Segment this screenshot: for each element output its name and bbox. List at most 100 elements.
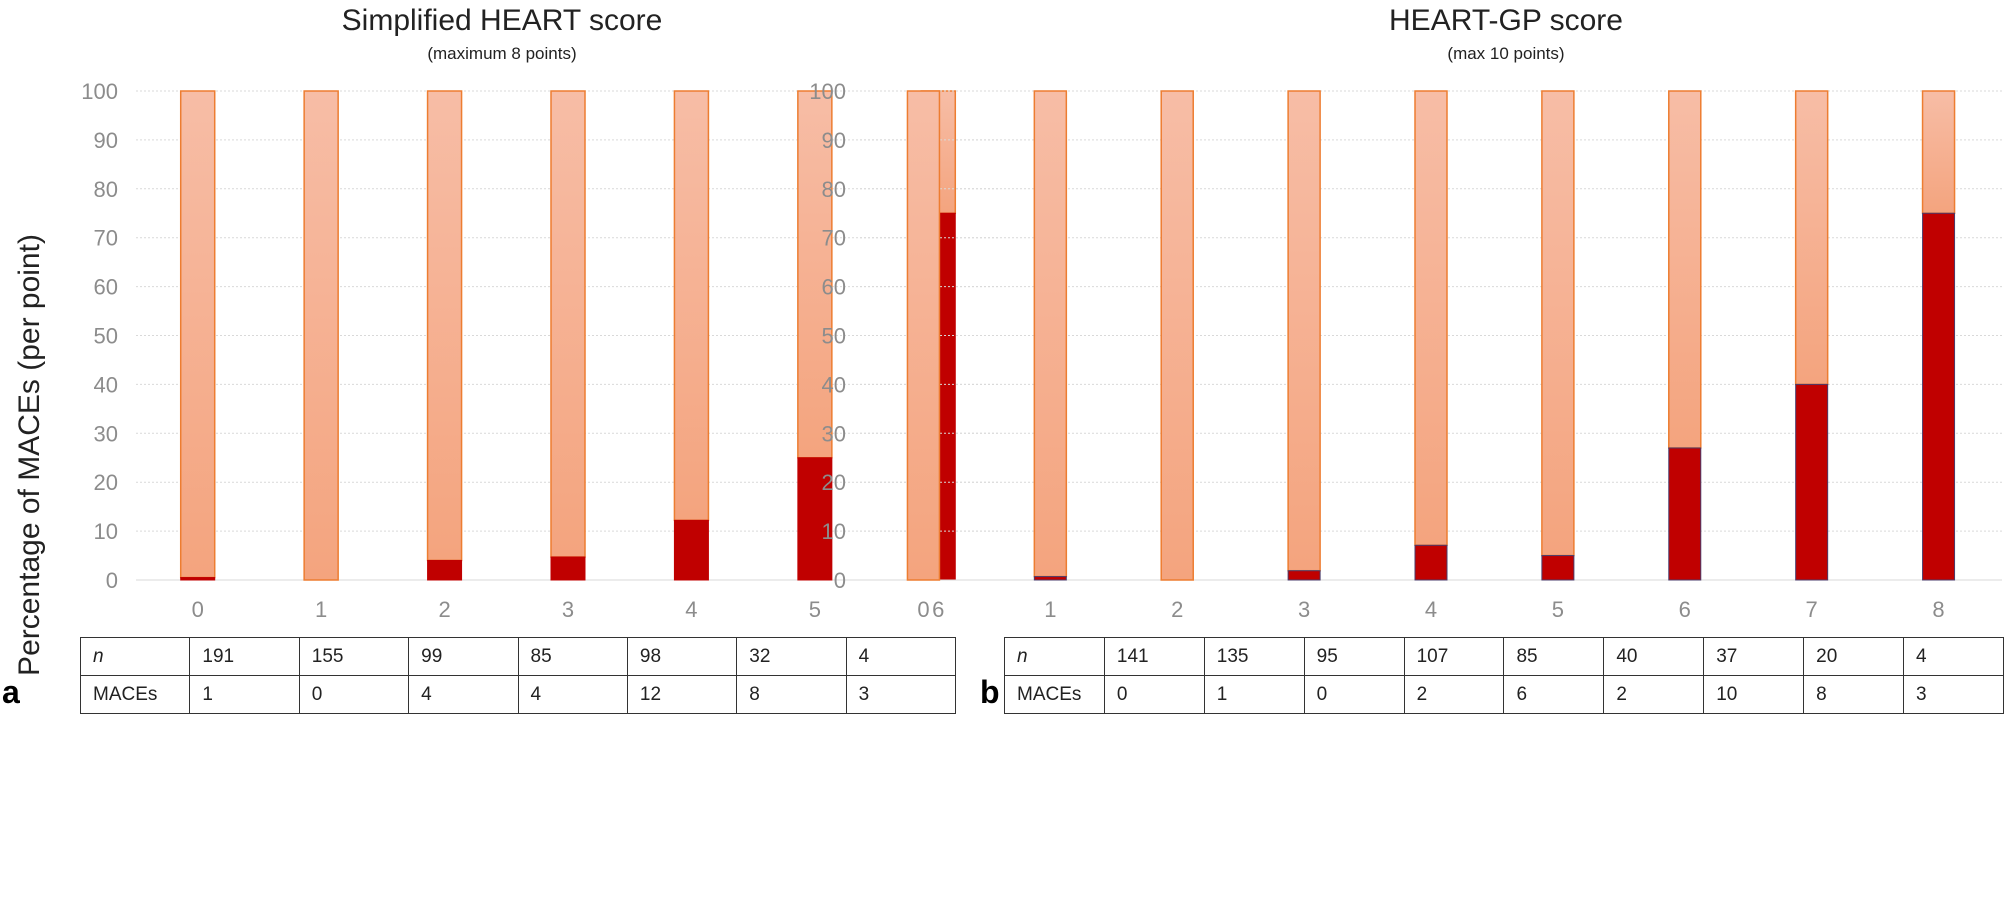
y-tick-label: 0 [834,568,846,593]
bar-mace [180,577,216,581]
table-cell: 1 [1203,675,1305,714]
table-row: MACEs 1 0 4 4 12 8 3 [79,675,957,714]
y-tick-label: 0 [106,568,118,593]
y-tick-label: 30 [822,421,846,446]
panel-letter: a [2,674,20,710]
bar-no-mace [1794,90,1829,386]
row-header-row-n: n [79,637,191,676]
y-tick-label: 80 [94,177,118,202]
table-cell: 0 [1303,675,1405,714]
bar-mace [1541,555,1575,581]
table-cell: 135 [1203,637,1305,676]
table-cell: 2 [1603,675,1705,714]
bar-no-mace [906,90,941,581]
y-tick-label: 90 [94,128,118,153]
bar-no-mace [179,90,216,579]
chart-subtitle: (maximum 8 points) [427,44,577,63]
x-tick-label: 8 [1932,597,1944,622]
bar-mace [1033,576,1067,581]
x-tick-label: 0 [192,597,204,622]
bar-no-mace [1033,90,1068,578]
table-cell: 20 [1803,637,1905,676]
table-cell: 95 [1303,637,1405,676]
table-cell: 4 [845,637,957,676]
row-header-row-n: n [1004,637,1105,676]
table-cell: 155 [298,637,410,676]
chart-title: Simplified HEART score [341,4,663,37]
y-tick-label: 50 [822,324,846,349]
table-cell: 40 [1603,637,1705,676]
table-cell: 141 [1103,637,1205,676]
table-cell: 37 [1703,637,1805,676]
chart-title: HEART-GP score [1389,4,1623,37]
x-tick-label: 1 [1044,597,1056,622]
table-cell: 3 [845,675,957,714]
table-row: MACEs 0 1 0 2 6 2 10 8 3 [1004,675,2004,714]
x-tick-label: 2 [1171,597,1183,622]
bar-mace [1922,212,1956,581]
x-tick-label: 1 [315,597,327,622]
bar-no-mace [797,90,833,459]
y-tick-label: 60 [822,275,846,300]
table-cell: 10 [1703,675,1805,714]
bar-no-mace [550,90,586,558]
y-tick-label: 40 [94,372,118,397]
table-cell: 12 [626,675,738,714]
y-tick-label: 10 [822,519,846,544]
table-cell: 191 [189,637,300,676]
y-tick-label: 50 [94,324,118,349]
bar-no-mace [1541,90,1575,557]
table-cell: 4 [517,675,628,714]
bar-mace [1414,544,1448,581]
bar-mace [673,519,709,581]
bar-no-mace [303,90,339,581]
y-tick-label: 100 [809,79,846,104]
table-cell: 6 [1503,675,1605,714]
bar-mace [797,457,833,581]
chart-panel-a: Simplified HEART score (maximum 8 points… [2,4,1000,714]
table-cell: 8 [736,675,847,714]
bar-no-mace [1287,90,1321,572]
table-cell: 85 [1503,637,1605,676]
bar-no-mace [1414,90,1448,547]
x-tick-label: 3 [562,597,574,622]
y-tick-label: 60 [94,275,118,300]
y-tick-label: 100 [81,79,118,104]
bar-no-mace [1668,90,1702,449]
y-tick-label: 10 [94,519,118,544]
bar-mace [427,559,463,581]
counts-table-b: n 141 135 95 107 85 40 37 20 4 MACEs 0 1 0 2 6 2 10 8 3 [1004,637,2004,714]
table-row: n 191 155 99 85 98 32 4 [79,637,957,676]
x-tick-label: 2 [438,597,450,622]
table-cell: 1 [189,675,300,714]
bar-no-mace [426,90,463,562]
y-tick-label: 20 [94,470,118,495]
x-tick-label: 6 [1679,597,1691,622]
y-tick-label: 80 [822,177,846,202]
row-header-row-maces: MACEs [79,675,191,714]
x-tick-label: 4 [685,597,697,622]
x-tick-label: 5 [809,597,821,622]
x-tick-label: 4 [1425,597,1437,622]
x-tick-label: 7 [1806,597,1818,622]
y-tick-label: 90 [822,128,846,153]
bar-no-mace [1921,90,1956,214]
y-tick-label: 30 [94,421,118,446]
y-tick-label: 40 [822,372,846,397]
table-cell: 4 [408,675,519,714]
chart-subtitle: (max 10 points) [1447,44,1565,63]
bar-mace [1795,383,1829,581]
x-tick-label: 0 [917,597,929,622]
table-cell: 107 [1403,637,1505,676]
x-tick-label: 3 [1298,597,1310,622]
table-cell: 0 [1103,675,1205,714]
bar-chart-b: 0 10 20 30 40 50 60 70 80 90 100 0 1 2 3 4 5 6 7 8 [809,79,2002,622]
table-cell: 3 [1903,675,2004,714]
chart-panel-b: HEART-GP score (max 10 points) 0 10 20 30 40… [809,0,2008,911]
y-tick-label: 20 [822,470,846,495]
y-tick-label: 70 [94,226,118,251]
table-row: n 141 135 95 107 85 40 37 20 4 [1004,637,2004,676]
panel-letter: b [980,674,1000,710]
table-cell: 32 [736,637,847,676]
